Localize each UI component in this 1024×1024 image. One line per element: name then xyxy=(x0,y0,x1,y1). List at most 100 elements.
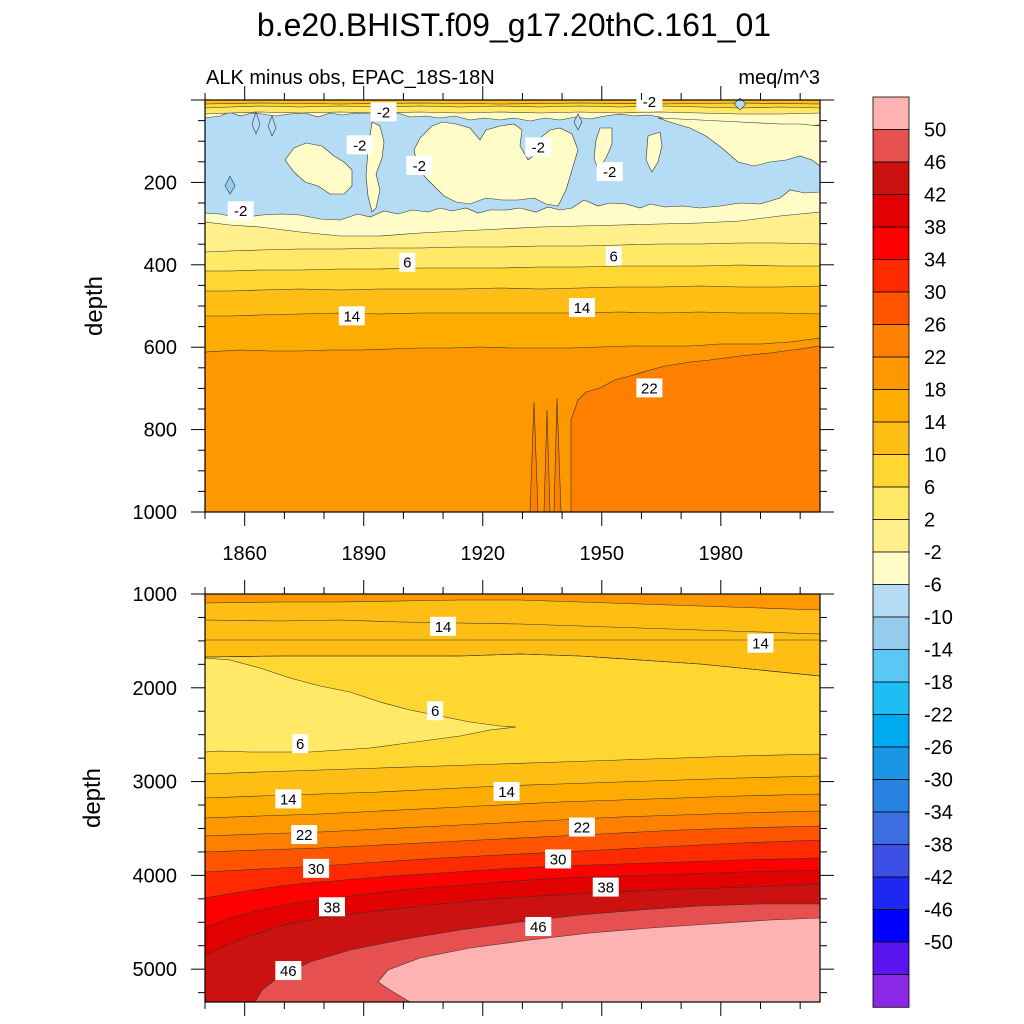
contour-label-text: -2 xyxy=(603,164,616,181)
contour-label: -2 xyxy=(596,162,623,182)
contour-label: -2 xyxy=(370,102,397,122)
lower-band-18b xyxy=(204,593,821,611)
colorbar-label: 14 xyxy=(924,412,946,434)
contour-label-box xyxy=(525,916,552,936)
contour-label-text: 46 xyxy=(530,919,547,936)
colorbar-label: 30 xyxy=(924,282,946,304)
upper-subtitle-right: meq/m^3 xyxy=(738,67,820,89)
upper-cream-inlet-6 xyxy=(645,131,663,173)
contour-label: 14 xyxy=(747,633,774,653)
colorbar-swatch xyxy=(872,876,910,911)
colorbar-label: -38 xyxy=(924,835,953,857)
colorbar-swatch xyxy=(872,519,910,553)
contour-label-text: -2 xyxy=(353,137,366,154)
upper-subtitle-left: ALK minus obs, EPAC_18S-18N xyxy=(206,67,495,89)
colorbar-swatch xyxy=(872,584,910,618)
contour-label-box xyxy=(292,734,309,754)
contour-label-text: 38 xyxy=(324,899,341,916)
contour-label: 6 xyxy=(605,246,622,266)
contour-label: 14 xyxy=(568,298,595,318)
contour-label-box xyxy=(525,137,552,157)
colorbar-label: -18 xyxy=(924,672,953,694)
lower-y-axis: 1000 2000 3000 4000 5000 xyxy=(133,584,834,994)
colorbar-swatch xyxy=(872,194,910,228)
contour-label: 22 xyxy=(291,825,318,845)
colorbar-label: 22 xyxy=(924,347,946,369)
upper-y-axis: 200 400 600 800 1000 xyxy=(133,99,834,524)
colorbar-swatch xyxy=(872,324,910,358)
contour-label-text: -2 xyxy=(234,203,247,220)
contour-label-text: -2 xyxy=(413,158,426,175)
contour-label-box xyxy=(747,633,774,653)
contour-label-box xyxy=(303,858,330,878)
colorbar-swatch xyxy=(872,811,910,846)
contour-label-text: 14 xyxy=(343,308,360,325)
contour-label-text: 14 xyxy=(574,300,591,317)
upper-y-tick-label: 200 xyxy=(144,172,177,194)
contour-label-text: 30 xyxy=(550,851,567,868)
contour-label: -2 xyxy=(227,201,254,221)
colorbar-label: 10 xyxy=(924,445,946,467)
contour-label: 6 xyxy=(292,734,309,754)
colorbar-label: 38 xyxy=(924,217,946,239)
lower-band-50-deep xyxy=(377,917,821,1003)
contour-label-text: 22 xyxy=(641,380,658,397)
colorbar-label: -2 xyxy=(924,542,942,564)
colorbar-swatch xyxy=(872,941,910,976)
lower-y-tick-label: 1000 xyxy=(133,584,178,606)
lower-y-tick-label: 4000 xyxy=(133,865,178,887)
colorbar-label: -42 xyxy=(924,867,953,889)
contour-label-box xyxy=(399,252,416,272)
contour-label-text: 30 xyxy=(308,861,325,878)
contour-label-box xyxy=(275,789,302,809)
lower-y-tick-label: 2000 xyxy=(133,678,178,700)
lower-wedge-2 xyxy=(204,657,517,753)
contour-label-box xyxy=(275,961,302,981)
contour-label-box xyxy=(318,897,345,917)
contour-label: 38 xyxy=(318,897,345,917)
contour-label-box xyxy=(596,162,623,182)
contour-label: 46 xyxy=(275,961,302,981)
contour-label: 30 xyxy=(303,858,330,878)
lower-panel: 14 14 6 6 14 14 22 22 30 30 38 38 46 46 1000 2000 3000 4… xyxy=(79,580,834,1016)
upper-x-tick-label: 1890 xyxy=(341,543,386,565)
colorbar-label: -34 xyxy=(924,802,953,824)
contour-label-box xyxy=(493,781,520,801)
upper-x-tick-label: 1980 xyxy=(699,543,744,565)
lower-y-tick-label: 5000 xyxy=(133,959,178,981)
contour-label-box xyxy=(636,92,663,112)
upper-y-tick-label: 600 xyxy=(144,337,177,359)
colorbar-swatch xyxy=(872,226,910,261)
contour-label-box xyxy=(545,849,572,869)
colorbar-label: 34 xyxy=(924,250,946,272)
lower-contour-labels: 14 14 6 6 14 14 22 22 30 30 38 38 46 46 xyxy=(275,616,774,981)
upper-x-tick-label: 1950 xyxy=(580,543,625,565)
contour-label-box xyxy=(338,306,365,326)
colorbar-label: 2 xyxy=(924,510,935,532)
colorbar-swatch xyxy=(872,746,910,781)
contour-label-text: 14 xyxy=(752,636,769,653)
colorbar: 50 46 42 38 34 30 26 22 18 14 10 6 2 -2 -6 -10 -14 -18 -22… xyxy=(872,96,953,1008)
colorbar-label: 6 xyxy=(924,477,935,499)
colorbar-label: -10 xyxy=(924,607,953,629)
lower-y-tick-label: 3000 xyxy=(133,772,178,794)
contour-label-text: 6 xyxy=(403,255,411,272)
upper-y-tick-label: 1000 xyxy=(133,502,178,524)
contour-label-box xyxy=(605,246,622,266)
contour-label: 46 xyxy=(525,916,552,936)
contour-label: 14 xyxy=(275,789,302,809)
colorbar-swatch xyxy=(872,129,910,163)
contour-label-text: 6 xyxy=(431,703,439,720)
colorbar-label: 46 xyxy=(924,152,946,174)
contour-label-text: 46 xyxy=(280,963,297,980)
colorbar-swatch xyxy=(872,389,910,423)
upper-ylabel: depth xyxy=(81,276,108,336)
lower-band-10 xyxy=(204,653,821,677)
contour-label-text: 6 xyxy=(296,736,304,753)
upper-surface-blob-2 xyxy=(267,115,277,137)
contour-label: 30 xyxy=(545,849,572,869)
lower-x-axis xyxy=(204,580,801,1016)
upper-band-deep-orange xyxy=(570,345,821,513)
contour-label-box xyxy=(568,298,595,318)
